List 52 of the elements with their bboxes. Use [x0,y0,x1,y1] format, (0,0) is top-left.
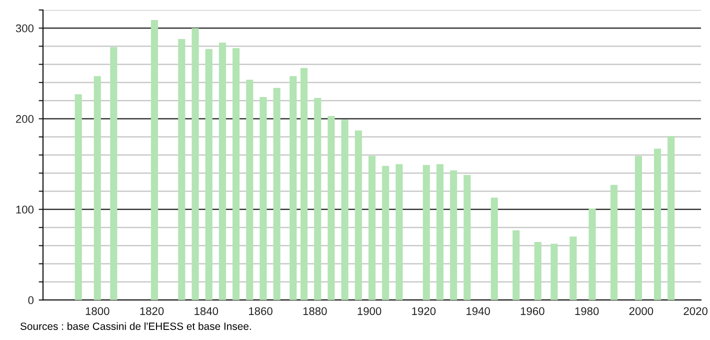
x-tick-label: 1840 [194,307,218,316]
x-tick-label: 1920 [412,307,436,316]
x-tick-label: 1860 [249,307,272,316]
bar [192,28,199,300]
bar [512,230,520,300]
bar [588,208,596,300]
bar [610,184,618,300]
bar [205,48,212,300]
bar [341,120,348,300]
x-tick-label: 2000 [629,307,654,316]
bar [328,116,335,300]
source-note: Sources : base Cassini de l'EHESS et base Insee. [20,322,251,330]
bar [654,148,662,300]
bar [534,242,542,300]
bar [94,76,101,300]
bar [422,164,430,300]
y-tick-label: 0 [28,296,34,304]
bar [110,47,118,300]
bar [634,156,642,300]
bar [246,80,254,300]
bar [396,164,403,300]
x-tick-label: 1960 [520,307,544,316]
bar [218,42,226,300]
bar [260,97,267,300]
bar [450,170,458,300]
x-tick-label: 1880 [303,307,327,316]
bar [550,244,558,300]
bar [232,48,240,300]
bar [178,39,186,300]
x-tick-label: 2020 [684,307,708,316]
bar [382,166,390,300]
y-tick-label: 300 [16,24,34,32]
bar [668,136,675,300]
y-tick-label: 200 [16,115,34,123]
bar [570,236,577,300]
bar [290,76,297,300]
x-tick-label: 1940 [466,307,490,316]
bar [150,20,158,300]
bar [300,68,308,300]
bar [354,130,362,300]
x-tick-label: 1900 [358,307,382,316]
y-tick-label: 100 [16,206,34,214]
bar [490,198,498,300]
bar [368,156,376,300]
bar [436,164,444,300]
bar [314,98,322,300]
bar [464,174,471,300]
x-tick-label: 1800 [86,307,110,316]
x-tick-label: 1980 [575,307,599,316]
bar [74,94,82,300]
x-tick-label: 1820 [140,307,164,316]
bar [273,88,280,300]
